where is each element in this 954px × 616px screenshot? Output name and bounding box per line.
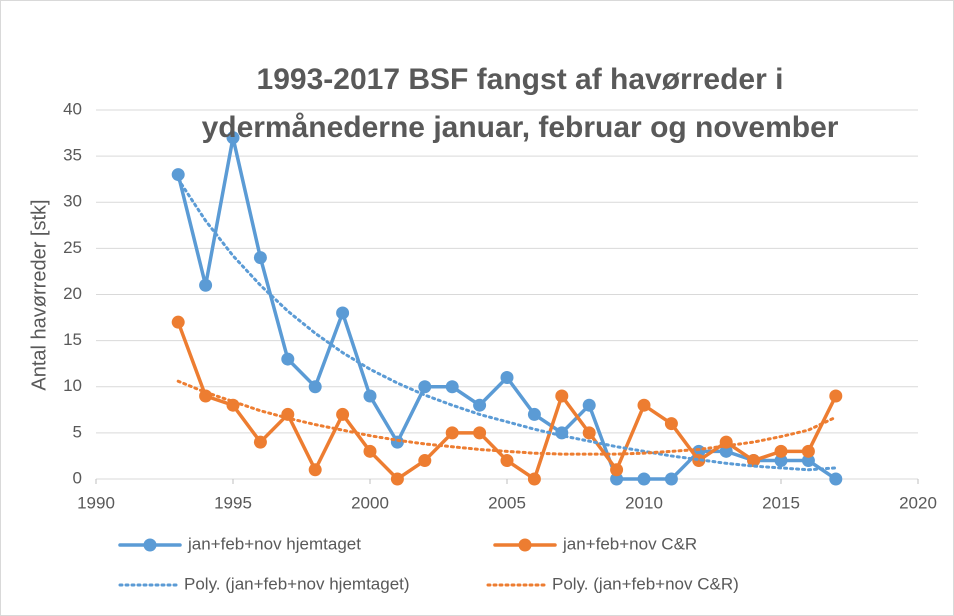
marker [418,454,432,468]
legend-marker [143,538,157,552]
marker [527,472,541,486]
legend-label: jan+feb+nov C&R [562,534,697,553]
marker [253,251,267,265]
marker [226,131,240,145]
marker [473,398,487,412]
marker [253,435,267,449]
x-tick-label: 2015 [762,493,800,512]
marker [199,278,213,292]
marker [664,417,678,431]
marker [500,371,514,385]
marker [582,398,596,412]
y-tick-label: 40 [63,99,82,118]
x-tick-label: 2000 [351,493,389,512]
marker [610,463,624,477]
y-tick-label: 30 [63,192,82,211]
marker [610,472,624,486]
marker [801,444,815,458]
marker [719,444,733,458]
marker [555,389,569,403]
marker [336,306,350,320]
marker [418,380,432,394]
y-tick-label: 20 [63,284,82,303]
y-tick-label: 25 [63,238,82,257]
y-tick-label: 35 [63,146,82,165]
trend-line [176,177,838,472]
x-tick-label: 2010 [625,493,663,512]
y-tick-label: 0 [73,468,82,487]
marker [363,389,377,403]
marker [664,472,678,486]
chart-title: 1993-2017 BSF fangst af havørreder i yde… [201,63,839,144]
marker [637,398,651,412]
marker [336,407,350,421]
y-tick-label: 15 [63,330,82,349]
marker [171,168,185,182]
marker [774,454,788,468]
marker [774,444,788,458]
marker [582,426,596,440]
legend-marker [518,538,532,552]
x-tick-label: 2020 [899,493,937,512]
x-tick-label: 1995 [214,493,252,512]
marker [171,315,185,329]
marker [527,407,541,421]
trend-line [176,379,838,456]
x-tick-label: 2005 [488,493,526,512]
marker [747,454,761,468]
marker [445,426,459,440]
marker [308,380,322,394]
marker [390,472,404,486]
marker [281,352,295,366]
x-tick-label: 1990 [77,493,115,512]
y-tick-label: 10 [63,376,82,395]
y-axis-label: Antal havørreder [stk] [28,199,50,390]
marker [363,444,377,458]
y-tick-label: 5 [73,422,82,441]
legend-label: Poly. (jan+feb+nov hjemtaget) [184,574,410,593]
marker [500,454,514,468]
legend-label: Poly. (jan+feb+nov C&R) [552,574,739,593]
marker [829,389,843,403]
marker [637,472,651,486]
marker [390,435,404,449]
legend-label: jan+feb+nov hjemtaget [187,534,361,553]
marker [829,472,843,486]
marker [692,454,706,468]
marker [281,407,295,421]
marker [473,426,487,440]
marker [308,463,322,477]
marker [445,380,459,394]
marker [801,454,815,468]
